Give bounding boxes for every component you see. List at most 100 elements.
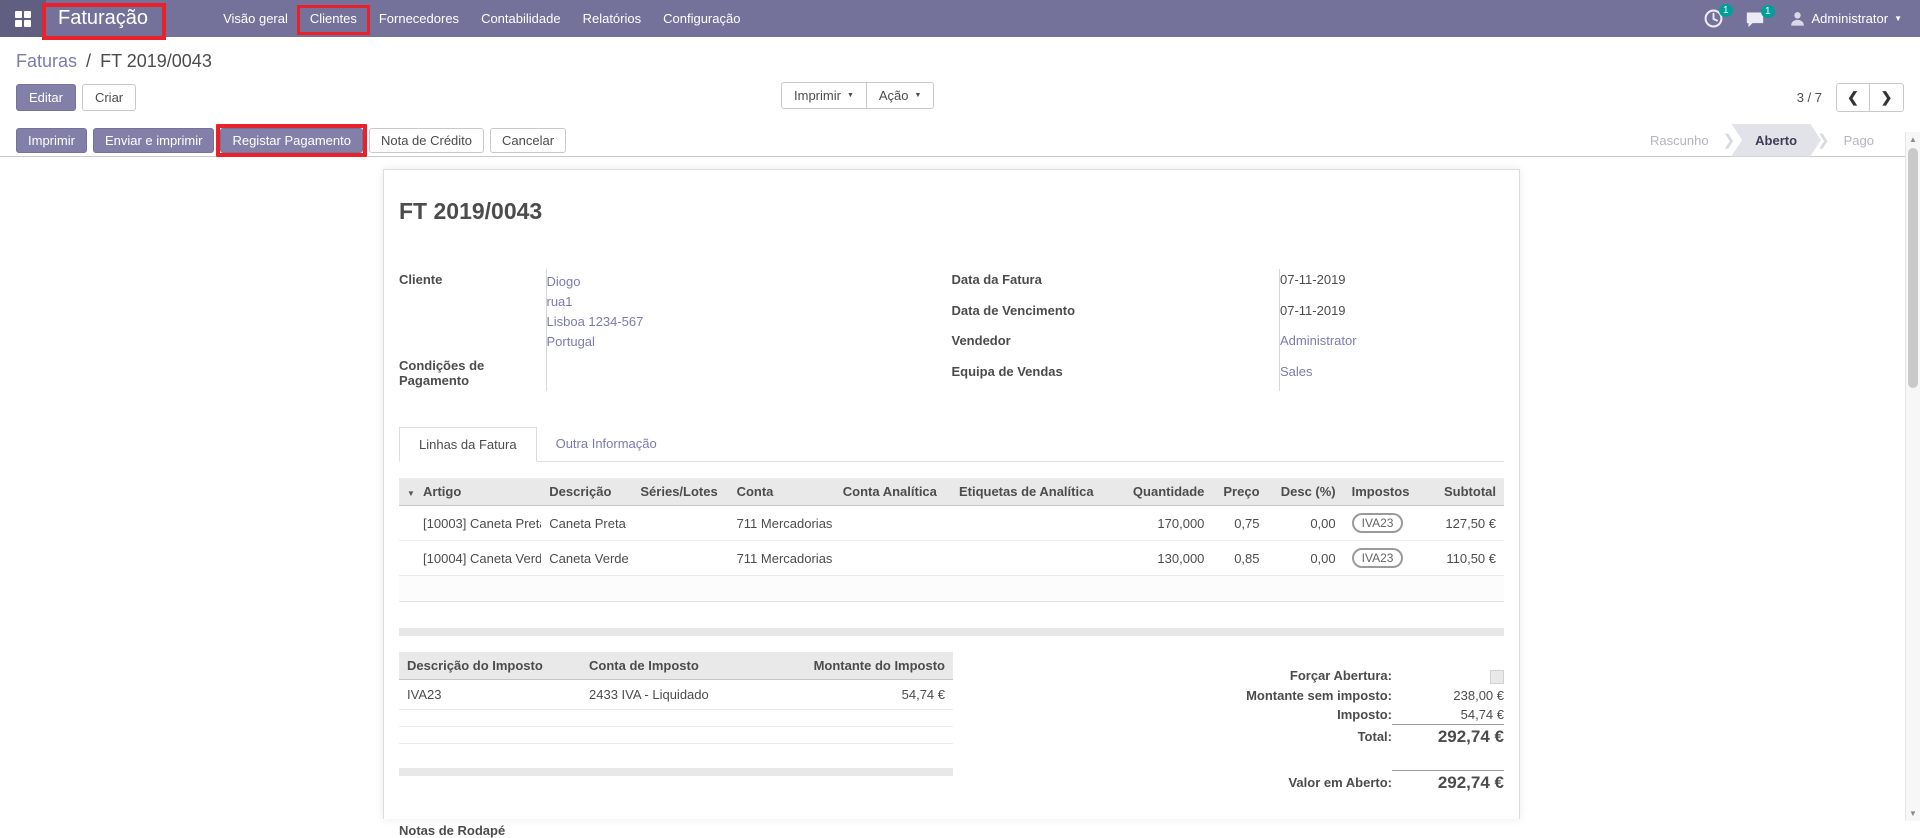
- col-tax-amount[interactable]: Montante do Imposto: [737, 652, 953, 680]
- user-name-label: Administrator: [1812, 11, 1889, 26]
- control-panel-buttons: Editar Criar Imprimir ▼ Ação ▼ 3 / 7 ❮ ❯: [16, 82, 1904, 112]
- send-and-print-button[interactable]: Enviar e imprimir: [93, 128, 215, 153]
- invoice-date-value: 07-11-2019: [1280, 269, 1505, 300]
- main-content: FT 2019/0043 Cliente Diogo rua1 Lisboa 1…: [0, 169, 1920, 819]
- col-conta-analitica[interactable]: Conta Analítica: [835, 478, 951, 506]
- breadcrumb-parent-link[interactable]: Faturas: [16, 51, 77, 71]
- scroll-down-icon[interactable]: ▼: [1906, 806, 1920, 821]
- col-impostos[interactable]: Impostos: [1344, 478, 1415, 506]
- menu-item-contabilidade[interactable]: Contabilidade: [470, 0, 572, 37]
- state-rascunho[interactable]: Rascunho: [1632, 124, 1727, 157]
- pager-next-button[interactable]: ❯: [1870, 83, 1904, 112]
- print-dropdown-button[interactable]: Imprimir ▼: [781, 82, 867, 109]
- state-aberto-active[interactable]: Aberto: [1731, 124, 1821, 157]
- invoice-sheet: FT 2019/0043 Cliente Diogo rua1 Lisboa 1…: [383, 169, 1520, 819]
- lines-header-row: ▼ Artigo Descrição Séries/Lotes Conta Co…: [399, 478, 1504, 506]
- pager-value: 3 / 7: [1797, 90, 1822, 105]
- invoice-title: FT 2019/0043: [399, 198, 1504, 225]
- cell-subtotal: 127,50 €: [1415, 506, 1504, 541]
- tab-other-info[interactable]: Outra Informação: [537, 427, 676, 461]
- tax-row[interactable]: IVA23 2433 IVA - Liquidado 54,74 €: [399, 680, 953, 710]
- cell-subtotal: 110,50 €: [1415, 541, 1504, 576]
- force-open-checkbox[interactable]: [1490, 670, 1504, 684]
- apps-menu-button[interactable]: [0, 0, 46, 37]
- cell-preco: 0,85: [1212, 541, 1267, 576]
- messages-button[interactable]: 1: [1739, 6, 1771, 32]
- invoice-line-row[interactable]: [10004] Caneta Verde Caneta Verde 711 Me…: [399, 541, 1504, 576]
- salesperson-link[interactable]: Administrator: [1280, 333, 1357, 348]
- col-conta[interactable]: Conta: [729, 478, 835, 506]
- col-artigo[interactable]: Artigo: [415, 478, 541, 506]
- empty-tax-row: [399, 710, 953, 727]
- tax-section: Descrição do Imposto Conta de Imposto Mo…: [399, 652, 953, 795]
- cell-tax-description: IVA23: [399, 680, 581, 710]
- state-pago[interactable]: Pago: [1826, 124, 1892, 157]
- cell-artigo: [10003] Caneta Preta: [415, 506, 541, 541]
- menu-item-fornecedores[interactable]: Fornecedores: [368, 0, 470, 37]
- col-etiquetas[interactable]: Etiquetas de Analítica: [951, 478, 1108, 506]
- cell-quantidade: 170,000: [1108, 506, 1212, 541]
- col-subtotal[interactable]: Subtotal: [1415, 478, 1504, 506]
- edit-button[interactable]: Editar: [16, 84, 76, 111]
- col-tax-account[interactable]: Conta de Imposto: [581, 652, 737, 680]
- menu-item-configuracao[interactable]: Configuração: [652, 0, 751, 37]
- cell-desc: 0,00: [1268, 506, 1344, 541]
- col-descricao[interactable]: Descrição: [541, 478, 632, 506]
- customer-city-zip[interactable]: Lisboa 1234-567: [547, 312, 952, 332]
- tab-invoice-lines[interactable]: Linhas da Fatura: [399, 427, 537, 462]
- horizontal-scrollbar-track[interactable]: [399, 768, 953, 776]
- horizontal-scrollbar-track[interactable]: [399, 628, 1504, 636]
- col-quantidade[interactable]: Quantidade: [1108, 478, 1212, 506]
- scrollbar-thumb[interactable]: [1908, 148, 1918, 388]
- cell-quantidade: 130,000: [1108, 541, 1212, 576]
- activities-button[interactable]: 1: [1698, 5, 1729, 32]
- menu-item-clientes[interactable]: Clientes: [299, 0, 368, 37]
- customer-street[interactable]: rua1: [547, 292, 952, 312]
- tax-table: Descrição do Imposto Conta de Imposto Mo…: [399, 652, 953, 744]
- col-tax-description[interactable]: Descrição do Imposto: [399, 652, 581, 680]
- customer-country[interactable]: Portugal: [547, 332, 952, 352]
- apps-grid-icon: [15, 11, 31, 27]
- cell-impostos: IVA23: [1344, 541, 1415, 576]
- menu-item-relatorios[interactable]: Relatórios: [572, 0, 653, 37]
- cell-impostos: IVA23: [1344, 506, 1415, 541]
- invoice-line-row[interactable]: [10003] Caneta Preta Caneta Preta 711 Me…: [399, 506, 1504, 541]
- print-invoice-button[interactable]: Imprimir: [16, 128, 87, 153]
- untaxed-amount-value: 238,00 €: [1392, 686, 1504, 705]
- col-desc[interactable]: Desc (%): [1268, 478, 1344, 506]
- cell-tax-account: 2433 IVA - Liquidado: [581, 680, 737, 710]
- pager-previous-button[interactable]: ❮: [1836, 83, 1870, 112]
- breadcrumb: Faturas / FT 2019/0043: [16, 51, 1904, 72]
- user-menu[interactable]: Administrator ▼: [1781, 10, 1903, 27]
- sales-team-link[interactable]: Sales: [1280, 364, 1313, 379]
- customer-value: Diogo rua1 Lisboa 1234-567 Portugal: [546, 269, 952, 355]
- credit-note-button[interactable]: Nota de Crédito: [369, 128, 484, 153]
- cell-conta-analitica: [835, 541, 951, 576]
- create-button[interactable]: Criar: [82, 84, 136, 111]
- cell-etiquetas: [951, 541, 1108, 576]
- payment-terms-value[interactable]: [546, 355, 952, 391]
- sort-toggle[interactable]: ▼: [399, 478, 415, 506]
- tax-header-row: Descrição do Imposto Conta de Imposto Mo…: [399, 652, 953, 680]
- cancel-button[interactable]: Cancelar: [490, 128, 566, 153]
- col-preco[interactable]: Preço: [1212, 478, 1267, 506]
- due-date-value: 07-11-2019: [1280, 300, 1505, 331]
- menu-item-visao-geral[interactable]: Visão geral: [212, 0, 299, 37]
- untaxed-amount-label: Montante sem imposto:: [1232, 686, 1392, 705]
- cell-series: [632, 541, 728, 576]
- customer-label: Cliente: [399, 269, 546, 355]
- payment-terms-label: Condições de Pagamento: [399, 355, 546, 391]
- col-series-lotes[interactable]: Séries/Lotes: [632, 478, 728, 506]
- empty-line-row[interactable]: [399, 576, 1504, 602]
- scroll-up-icon[interactable]: ▲: [1906, 132, 1920, 147]
- vertical-scrollbar[interactable]: ▲ ▼: [1905, 132, 1920, 821]
- register-payment-button[interactable]: Registar Pagamento: [220, 128, 363, 153]
- customer-name-link[interactable]: Diogo: [547, 272, 952, 292]
- top-navbar: Faturação Visão geral Clientes Fornecedo…: [0, 0, 1920, 37]
- app-brand-faturacao[interactable]: Faturação: [46, 0, 160, 37]
- avatar-icon: [1789, 10, 1806, 27]
- action-dropdown-button[interactable]: Ação ▼: [867, 82, 935, 109]
- cell-conta-analitica: [835, 506, 951, 541]
- tax-badge: IVA23: [1352, 548, 1404, 568]
- totals-table: Forçar Abertura: Montante sem imposto: 2…: [1232, 666, 1504, 795]
